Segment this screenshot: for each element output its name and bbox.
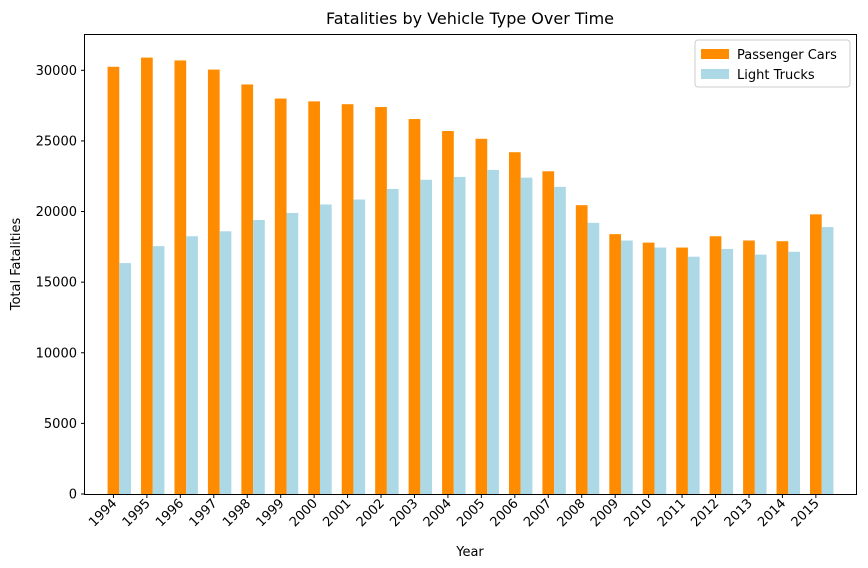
bar (687, 256, 700, 494)
bar (788, 251, 800, 494)
bar (709, 236, 722, 494)
chart-title: Fatalities by Vehicle Type Over Time (326, 9, 614, 28)
legend-swatch (701, 49, 729, 59)
bar (253, 220, 265, 494)
bar (375, 107, 387, 494)
bar (152, 246, 165, 494)
y-tick-label: 10000 (36, 346, 77, 361)
bar (587, 222, 600, 494)
bar (353, 199, 366, 494)
y-tick-label: 15000 (36, 276, 77, 291)
legend-swatch (701, 69, 729, 79)
bar (575, 205, 588, 494)
bar (475, 138, 488, 495)
bar (319, 204, 332, 495)
bar (286, 212, 299, 494)
legend-label: Light Trucks (737, 68, 815, 83)
bar (776, 241, 789, 494)
bar (420, 179, 433, 494)
bar (186, 236, 198, 494)
bar (107, 66, 120, 494)
y-tick-label: 5000 (44, 417, 77, 432)
y-axis-title: Total Fatalities (9, 218, 24, 312)
x-axis-title: Year (455, 545, 484, 560)
y-tick-label: 20000 (36, 205, 77, 220)
bar (174, 60, 187, 495)
series-0 (107, 57, 822, 495)
bar (274, 98, 287, 495)
bar (487, 169, 499, 494)
bar (821, 227, 834, 494)
bar (754, 254, 767, 494)
bar (721, 248, 734, 494)
legend: Passenger Cars Light Trucks (694, 39, 851, 88)
y-tick-label: 0 (69, 488, 77, 503)
bar (810, 214, 822, 495)
bar (654, 247, 667, 494)
bar (219, 231, 232, 494)
bar (408, 119, 421, 494)
bar (743, 240, 755, 494)
legend-label: Passenger Cars (737, 48, 837, 63)
bar (207, 69, 220, 494)
bar (676, 247, 688, 494)
bar (453, 176, 466, 494)
bar (542, 171, 555, 495)
bar (621, 240, 633, 494)
bar (442, 131, 454, 495)
y-tick-label: 25000 (36, 134, 77, 149)
bar (609, 234, 622, 494)
bar (341, 104, 354, 494)
bar (119, 263, 131, 494)
plot-frame (84, 34, 857, 495)
bar (554, 186, 566, 494)
bar (642, 242, 655, 494)
bar (386, 188, 399, 494)
bar (520, 177, 533, 494)
bar (508, 152, 521, 494)
legend-box (694, 39, 851, 88)
bar (241, 84, 254, 495)
bar (141, 57, 153, 494)
series-1 (119, 169, 834, 495)
y-tick-label: 30000 (36, 64, 77, 79)
bar (308, 101, 320, 494)
